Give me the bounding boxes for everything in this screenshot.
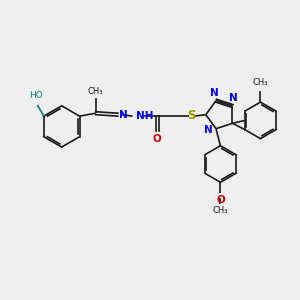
Text: CH₃: CH₃ bbox=[213, 206, 228, 215]
Text: HO: HO bbox=[30, 91, 43, 100]
Text: CH₃: CH₃ bbox=[88, 87, 103, 96]
Text: N: N bbox=[229, 93, 238, 103]
Text: O: O bbox=[153, 134, 162, 144]
Text: N: N bbox=[211, 88, 219, 98]
Text: N: N bbox=[119, 110, 128, 120]
Text: NH: NH bbox=[136, 111, 154, 121]
Text: CH₃: CH₃ bbox=[253, 78, 268, 87]
Text: N: N bbox=[204, 125, 212, 135]
Text: O: O bbox=[216, 195, 225, 205]
Text: S: S bbox=[187, 109, 195, 122]
